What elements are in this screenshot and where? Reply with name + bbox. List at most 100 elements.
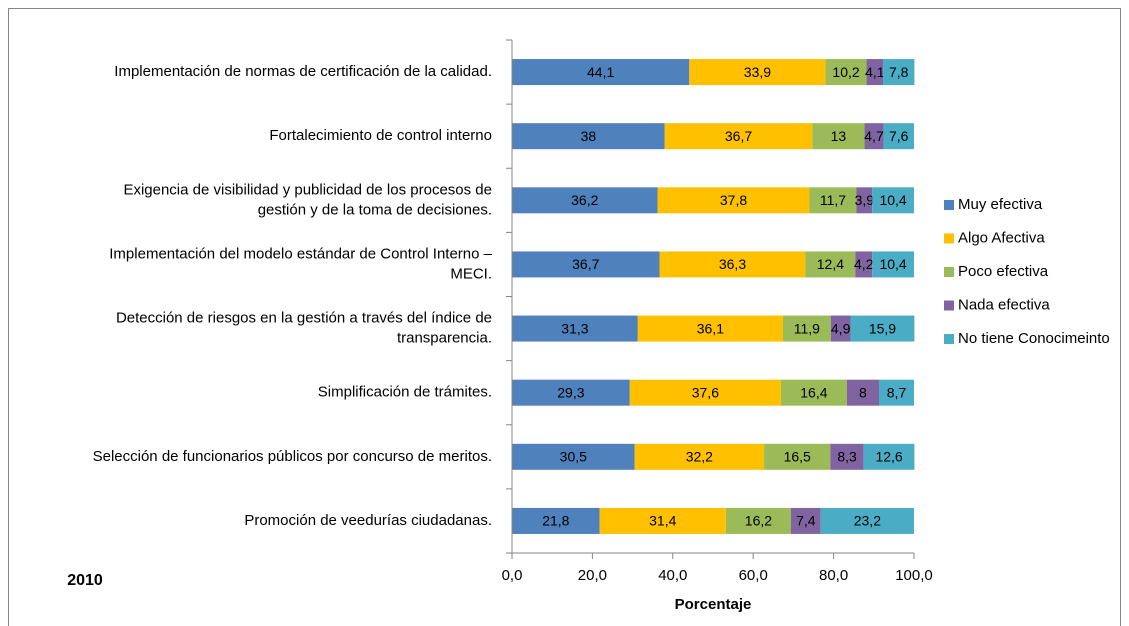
value-label: 8,3 bbox=[837, 449, 857, 465]
value-label: 31,3 bbox=[561, 320, 588, 336]
bar-segment bbox=[812, 123, 865, 150]
legend-swatch bbox=[944, 200, 954, 210]
bar-segment bbox=[809, 187, 857, 214]
bar-segment bbox=[883, 59, 915, 86]
bar-segment bbox=[664, 123, 813, 150]
category-label: Promoción de veedurías ciudadanas. bbox=[244, 512, 492, 529]
bar-segment bbox=[512, 507, 600, 534]
bar-segment bbox=[820, 507, 914, 534]
value-label: 10,4 bbox=[879, 192, 906, 208]
value-label: 11,7 bbox=[820, 192, 846, 208]
category-label: Selección de funcionarios públicos por c… bbox=[93, 448, 492, 465]
category-label: Simplificación de trámites. bbox=[318, 384, 492, 401]
value-label: 36,2 bbox=[571, 192, 598, 208]
bar-segment bbox=[659, 251, 806, 278]
value-label: 36,3 bbox=[719, 256, 746, 272]
value-label: 21,8 bbox=[542, 513, 569, 529]
value-label: 4,1 bbox=[865, 64, 885, 80]
value-label: 32,2 bbox=[686, 449, 713, 465]
value-label: 12,4 bbox=[817, 256, 844, 272]
value-label: 37,8 bbox=[720, 192, 747, 208]
value-label: 37,6 bbox=[692, 384, 719, 400]
value-label: 36,7 bbox=[725, 128, 752, 144]
bar-segment bbox=[637, 315, 783, 342]
category-label: Fortalecimiento de control interno bbox=[269, 127, 492, 144]
x-tick-label: 100,0 bbox=[895, 567, 933, 584]
bar-segment bbox=[883, 123, 914, 150]
category-label: Implementación de normas de certificació… bbox=[114, 63, 492, 80]
value-label: 33,9 bbox=[744, 64, 771, 80]
bar-segment bbox=[856, 187, 873, 214]
bar-segment bbox=[764, 443, 831, 470]
x-tick-label: 0,0 bbox=[502, 567, 523, 584]
value-label: 16,5 bbox=[784, 449, 811, 465]
value-label: 7,6 bbox=[889, 128, 909, 144]
bar-segment bbox=[780, 379, 847, 406]
annotation: 2010 bbox=[67, 572, 103, 589]
bar-segment bbox=[863, 443, 915, 470]
value-label: 23,2 bbox=[854, 513, 881, 529]
value-label: 11,9 bbox=[794, 320, 820, 336]
value-label: 7,4 bbox=[796, 513, 816, 529]
value-label: 10,4 bbox=[879, 256, 906, 272]
bar-segment bbox=[872, 187, 914, 214]
value-label: 31,4 bbox=[649, 513, 676, 529]
bar-segment bbox=[512, 443, 635, 470]
value-label: 4,9 bbox=[831, 320, 851, 336]
bar-segment bbox=[512, 59, 690, 86]
frame bbox=[8, 8, 1121, 626]
value-label: 36,1 bbox=[697, 320, 724, 336]
bar-segment bbox=[512, 379, 630, 406]
legend-label: Algo Afectiva bbox=[958, 229, 1045, 246]
bar-segment bbox=[512, 123, 665, 150]
x-tick-label: 40,0 bbox=[658, 567, 687, 584]
value-label: 30,5 bbox=[560, 449, 587, 465]
value-label: 4,2 bbox=[854, 256, 874, 272]
legend: Muy efectiva Algo Afectiva Poco efectiva Na… bbox=[944, 196, 1110, 347]
category-label: Exigencia de visibilidad y publicidad de… bbox=[123, 181, 492, 218]
bar-segment bbox=[790, 507, 821, 534]
value-label: 10,2 bbox=[832, 64, 859, 80]
bar-segment bbox=[830, 443, 864, 470]
legend-swatch bbox=[944, 300, 954, 311]
x-tick-label: 20,0 bbox=[578, 567, 607, 584]
bar-segment bbox=[825, 59, 867, 86]
legend-swatch bbox=[944, 334, 954, 344]
legend-swatch bbox=[944, 267, 954, 277]
bar-segment bbox=[866, 59, 884, 86]
bar-segment bbox=[512, 315, 638, 342]
bar-segment bbox=[850, 315, 915, 342]
legend-label: No tiene Conocimeinto bbox=[958, 330, 1110, 347]
bar-segment bbox=[830, 315, 851, 342]
value-label: 38 bbox=[581, 128, 597, 144]
bar-segment bbox=[599, 507, 726, 534]
bar-segment bbox=[512, 251, 660, 278]
legend-label: Nada efectiva bbox=[958, 296, 1050, 313]
value-label: 16,4 bbox=[800, 384, 827, 400]
bar-segment bbox=[879, 379, 914, 406]
value-label: 13 bbox=[831, 128, 847, 144]
category-label: Detección de riesgos en la gestión a tra… bbox=[116, 310, 492, 347]
value-label: 44,1 bbox=[587, 64, 614, 80]
value-label: 29,3 bbox=[557, 384, 584, 400]
bar-segment bbox=[512, 187, 658, 214]
bar-segment bbox=[872, 251, 914, 278]
value-label: 15,9 bbox=[869, 320, 896, 336]
bar-segment bbox=[634, 443, 765, 470]
value-label: 8 bbox=[859, 384, 867, 400]
value-label: 16,2 bbox=[745, 513, 772, 529]
value-label: 8,7 bbox=[887, 384, 907, 400]
bar-segment bbox=[855, 251, 873, 278]
category-label: Implementación del modelo estándar de Co… bbox=[109, 245, 492, 282]
value-label: 4,7 bbox=[864, 128, 884, 144]
legend-label: Poco efectiva bbox=[958, 263, 1049, 280]
x-tick-label: 80,0 bbox=[819, 567, 848, 584]
bar-segment bbox=[805, 251, 856, 278]
bar-segment bbox=[782, 315, 831, 342]
bar-segment bbox=[657, 187, 810, 214]
bar-segment bbox=[725, 507, 791, 534]
value-label: 7,8 bbox=[889, 64, 909, 80]
bar-segment bbox=[629, 379, 781, 406]
x-tick-label: 60,0 bbox=[739, 567, 768, 584]
